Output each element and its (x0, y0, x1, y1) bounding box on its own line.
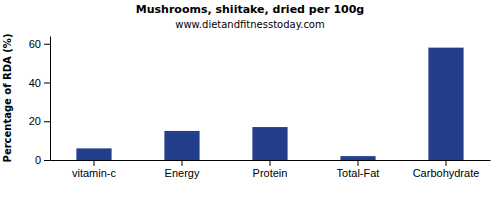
bar (76, 148, 111, 160)
y-axis: 0 20 40 60 (29, 37, 51, 167)
y-axis-line (50, 37, 51, 161)
x-tick: Total-Fat (337, 160, 380, 179)
y-tick-mark (44, 160, 50, 161)
x-tick: Carbohydrate (413, 160, 480, 179)
x-tick: Energy (165, 160, 200, 179)
x-tick-mark (270, 160, 271, 166)
y-tick-label: 20 (29, 115, 41, 127)
subtitle: www.dietandfitnesstoday.com (175, 19, 324, 30)
y-tick-label: 60 (29, 38, 41, 50)
x-tick-mark (446, 160, 447, 166)
x-tick-mark (94, 160, 95, 166)
x-tick: vitamin-c (72, 160, 117, 179)
y-tick: 40 (29, 77, 50, 89)
bar (164, 131, 199, 160)
y-tick: 0 (35, 154, 50, 166)
bar (428, 48, 463, 160)
x-tick-label: Carbohydrate (413, 167, 480, 179)
title: Mushrooms, shiitake, dried per 100g (136, 3, 364, 16)
plot: 0 20 40 60 vitamin-c Energy Protein Total-Fat Ca… (29, 37, 491, 179)
x-tick-mark (358, 160, 359, 166)
x-axis: vitamin-c Energy Protein Total-Fat Carbohydr… (51, 160, 491, 179)
y-tick-mark (44, 83, 50, 84)
x-tick-label: Energy (165, 167, 200, 179)
y-tick-label: 40 (29, 77, 41, 89)
x-tick-mark (182, 160, 183, 166)
y-tick: 20 (29, 115, 50, 127)
bars (76, 48, 463, 160)
bar (340, 156, 375, 160)
y-tick-mark (44, 44, 50, 45)
y-axis-title: Percentage of RDA (%) (2, 34, 13, 163)
x-tick-label: vitamin-c (72, 167, 117, 179)
bar (252, 127, 287, 160)
x-tick: Protein (253, 160, 288, 179)
y-tick-mark (44, 121, 50, 122)
chart: Mushrooms, shiitake, dried per 100g www.d… (0, 0, 500, 200)
y-tick: 60 (29, 38, 50, 50)
x-tick-label: Total-Fat (337, 167, 380, 179)
x-tick-label: Protein (253, 167, 288, 179)
y-tick-label: 0 (35, 154, 41, 166)
